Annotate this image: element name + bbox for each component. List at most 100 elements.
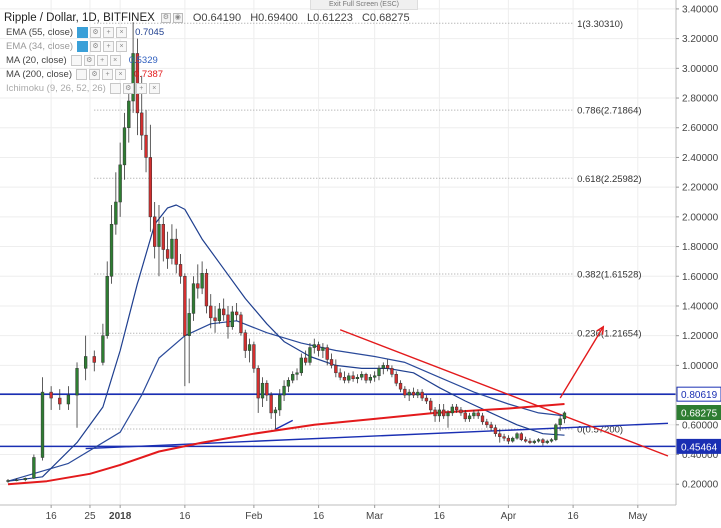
plus-icon[interactable]: + — [102, 69, 113, 80]
candle[interactable] — [433, 406, 437, 422]
candle[interactable] — [554, 423, 558, 442]
candle[interactable] — [347, 372, 351, 384]
candle[interactable] — [549, 438, 554, 443]
candle[interactable] — [360, 371, 364, 381]
candle[interactable] — [178, 253, 183, 284]
candle[interactable] — [83, 335, 88, 381]
visibility-icon[interactable] — [76, 69, 87, 80]
candle[interactable] — [416, 389, 420, 399]
settings-icon[interactable]: ⚙ — [83, 55, 95, 66]
indicator-ichimoku[interactable]: Ichimoku (9, 26, 52, 26) ⚙ + × — [6, 82, 162, 95]
candle[interactable] — [454, 404, 459, 413]
candle[interactable] — [200, 261, 204, 295]
candle[interactable] — [329, 353, 334, 369]
candle[interactable] — [377, 365, 381, 381]
candle[interactable] — [153, 202, 157, 259]
close-icon[interactable]: × — [148, 83, 160, 94]
candle[interactable] — [316, 341, 321, 357]
visibility-icon[interactable] — [77, 41, 89, 52]
candle[interactable] — [161, 216, 165, 262]
candle[interactable] — [519, 432, 523, 442]
candle[interactable] — [532, 439, 536, 445]
candle[interactable] — [489, 421, 493, 431]
candle[interactable] — [299, 353, 303, 376]
candle[interactable] — [390, 365, 394, 378]
candle[interactable] — [217, 303, 222, 324]
eye-icon[interactable]: ◉ — [172, 13, 183, 23]
candle[interactable] — [196, 264, 200, 299]
candle[interactable] — [109, 204, 114, 284]
candle[interactable] — [174, 228, 178, 274]
candle[interactable] — [286, 377, 291, 393]
candle[interactable] — [351, 371, 355, 382]
candle[interactable] — [467, 412, 472, 422]
candle[interactable] — [373, 371, 377, 382]
indicator-ma200[interactable]: MA (200, close) ⚙ + × 0.7387 — [6, 68, 163, 81]
candle[interactable] — [463, 409, 467, 422]
candle[interactable] — [269, 392, 273, 419]
candle[interactable] — [325, 344, 329, 366]
close-icon[interactable]: × — [109, 55, 121, 66]
candle[interactable] — [523, 436, 528, 443]
settings-icon[interactable]: ⚙ — [89, 69, 100, 80]
candle[interactable] — [226, 305, 230, 339]
indicator-ema55[interactable]: EMA (55, close) ⚙ + × 0.7045 — [6, 26, 164, 39]
candle[interactable] — [92, 350, 96, 372]
candle[interactable] — [511, 436, 515, 443]
candle[interactable] — [144, 109, 148, 173]
candle[interactable] — [157, 204, 161, 277]
close-icon[interactable]: × — [115, 69, 126, 80]
candle[interactable] — [273, 406, 278, 430]
candle[interactable] — [122, 112, 127, 180]
candle[interactable] — [545, 439, 549, 445]
candle[interactable] — [204, 268, 209, 314]
candle[interactable] — [209, 294, 213, 329]
candle[interactable] — [303, 350, 308, 366]
indicator-ma20[interactable]: MA (20, close) ⚙ + × 0.5329 — [6, 54, 158, 67]
candle[interactable] — [66, 386, 71, 410]
candle[interactable] — [562, 411, 567, 424]
visibility-icon[interactable] — [77, 27, 89, 38]
candle[interactable] — [291, 371, 295, 384]
candle[interactable] — [260, 377, 265, 407]
symbol-title[interactable]: Ripple / Dollar, 1D, BITFINEX — [4, 12, 155, 24]
candle[interactable] — [191, 276, 196, 321]
candle[interactable] — [170, 224, 174, 265]
settings-icon[interactable]: ⚙ — [90, 41, 102, 52]
candle[interactable] — [321, 343, 325, 358]
candle[interactable] — [295, 368, 299, 381]
candle[interactable] — [398, 380, 403, 393]
candle[interactable] — [312, 338, 316, 354]
candle[interactable] — [450, 404, 454, 416]
candle[interactable] — [515, 432, 519, 440]
plus-icon[interactable]: + — [96, 55, 108, 66]
candle[interactable] — [165, 231, 170, 269]
candle[interactable] — [528, 438, 532, 445]
candle[interactable] — [183, 273, 187, 387]
candle[interactable] — [338, 368, 342, 381]
candle[interactable] — [118, 142, 122, 217]
settings-icon[interactable]: ⚙ — [122, 83, 134, 94]
settings-icon[interactable]: ⚙ — [160, 13, 171, 23]
candle[interactable] — [278, 389, 282, 416]
candle[interactable] — [411, 387, 416, 399]
candle[interactable] — [536, 438, 541, 443]
candle[interactable] — [364, 372, 368, 384]
candle[interactable] — [234, 303, 239, 321]
candle[interactable] — [148, 124, 153, 232]
candle[interactable] — [213, 305, 217, 333]
visibility-icon[interactable] — [70, 55, 82, 66]
candle[interactable] — [222, 298, 226, 321]
candle[interactable] — [282, 380, 286, 402]
exit-fullscreen-button[interactable]: Exit Full Screen (ESC) — [310, 0, 418, 10]
candle[interactable] — [40, 377, 45, 461]
candle[interactable] — [403, 386, 407, 399]
candle[interactable] — [407, 389, 411, 402]
candle[interactable] — [265, 380, 269, 402]
close-icon[interactable]: × — [116, 27, 128, 38]
candle[interactable] — [437, 404, 442, 422]
plus-icon[interactable]: + — [103, 27, 115, 38]
candle[interactable] — [442, 404, 446, 419]
candle[interactable] — [32, 454, 36, 480]
